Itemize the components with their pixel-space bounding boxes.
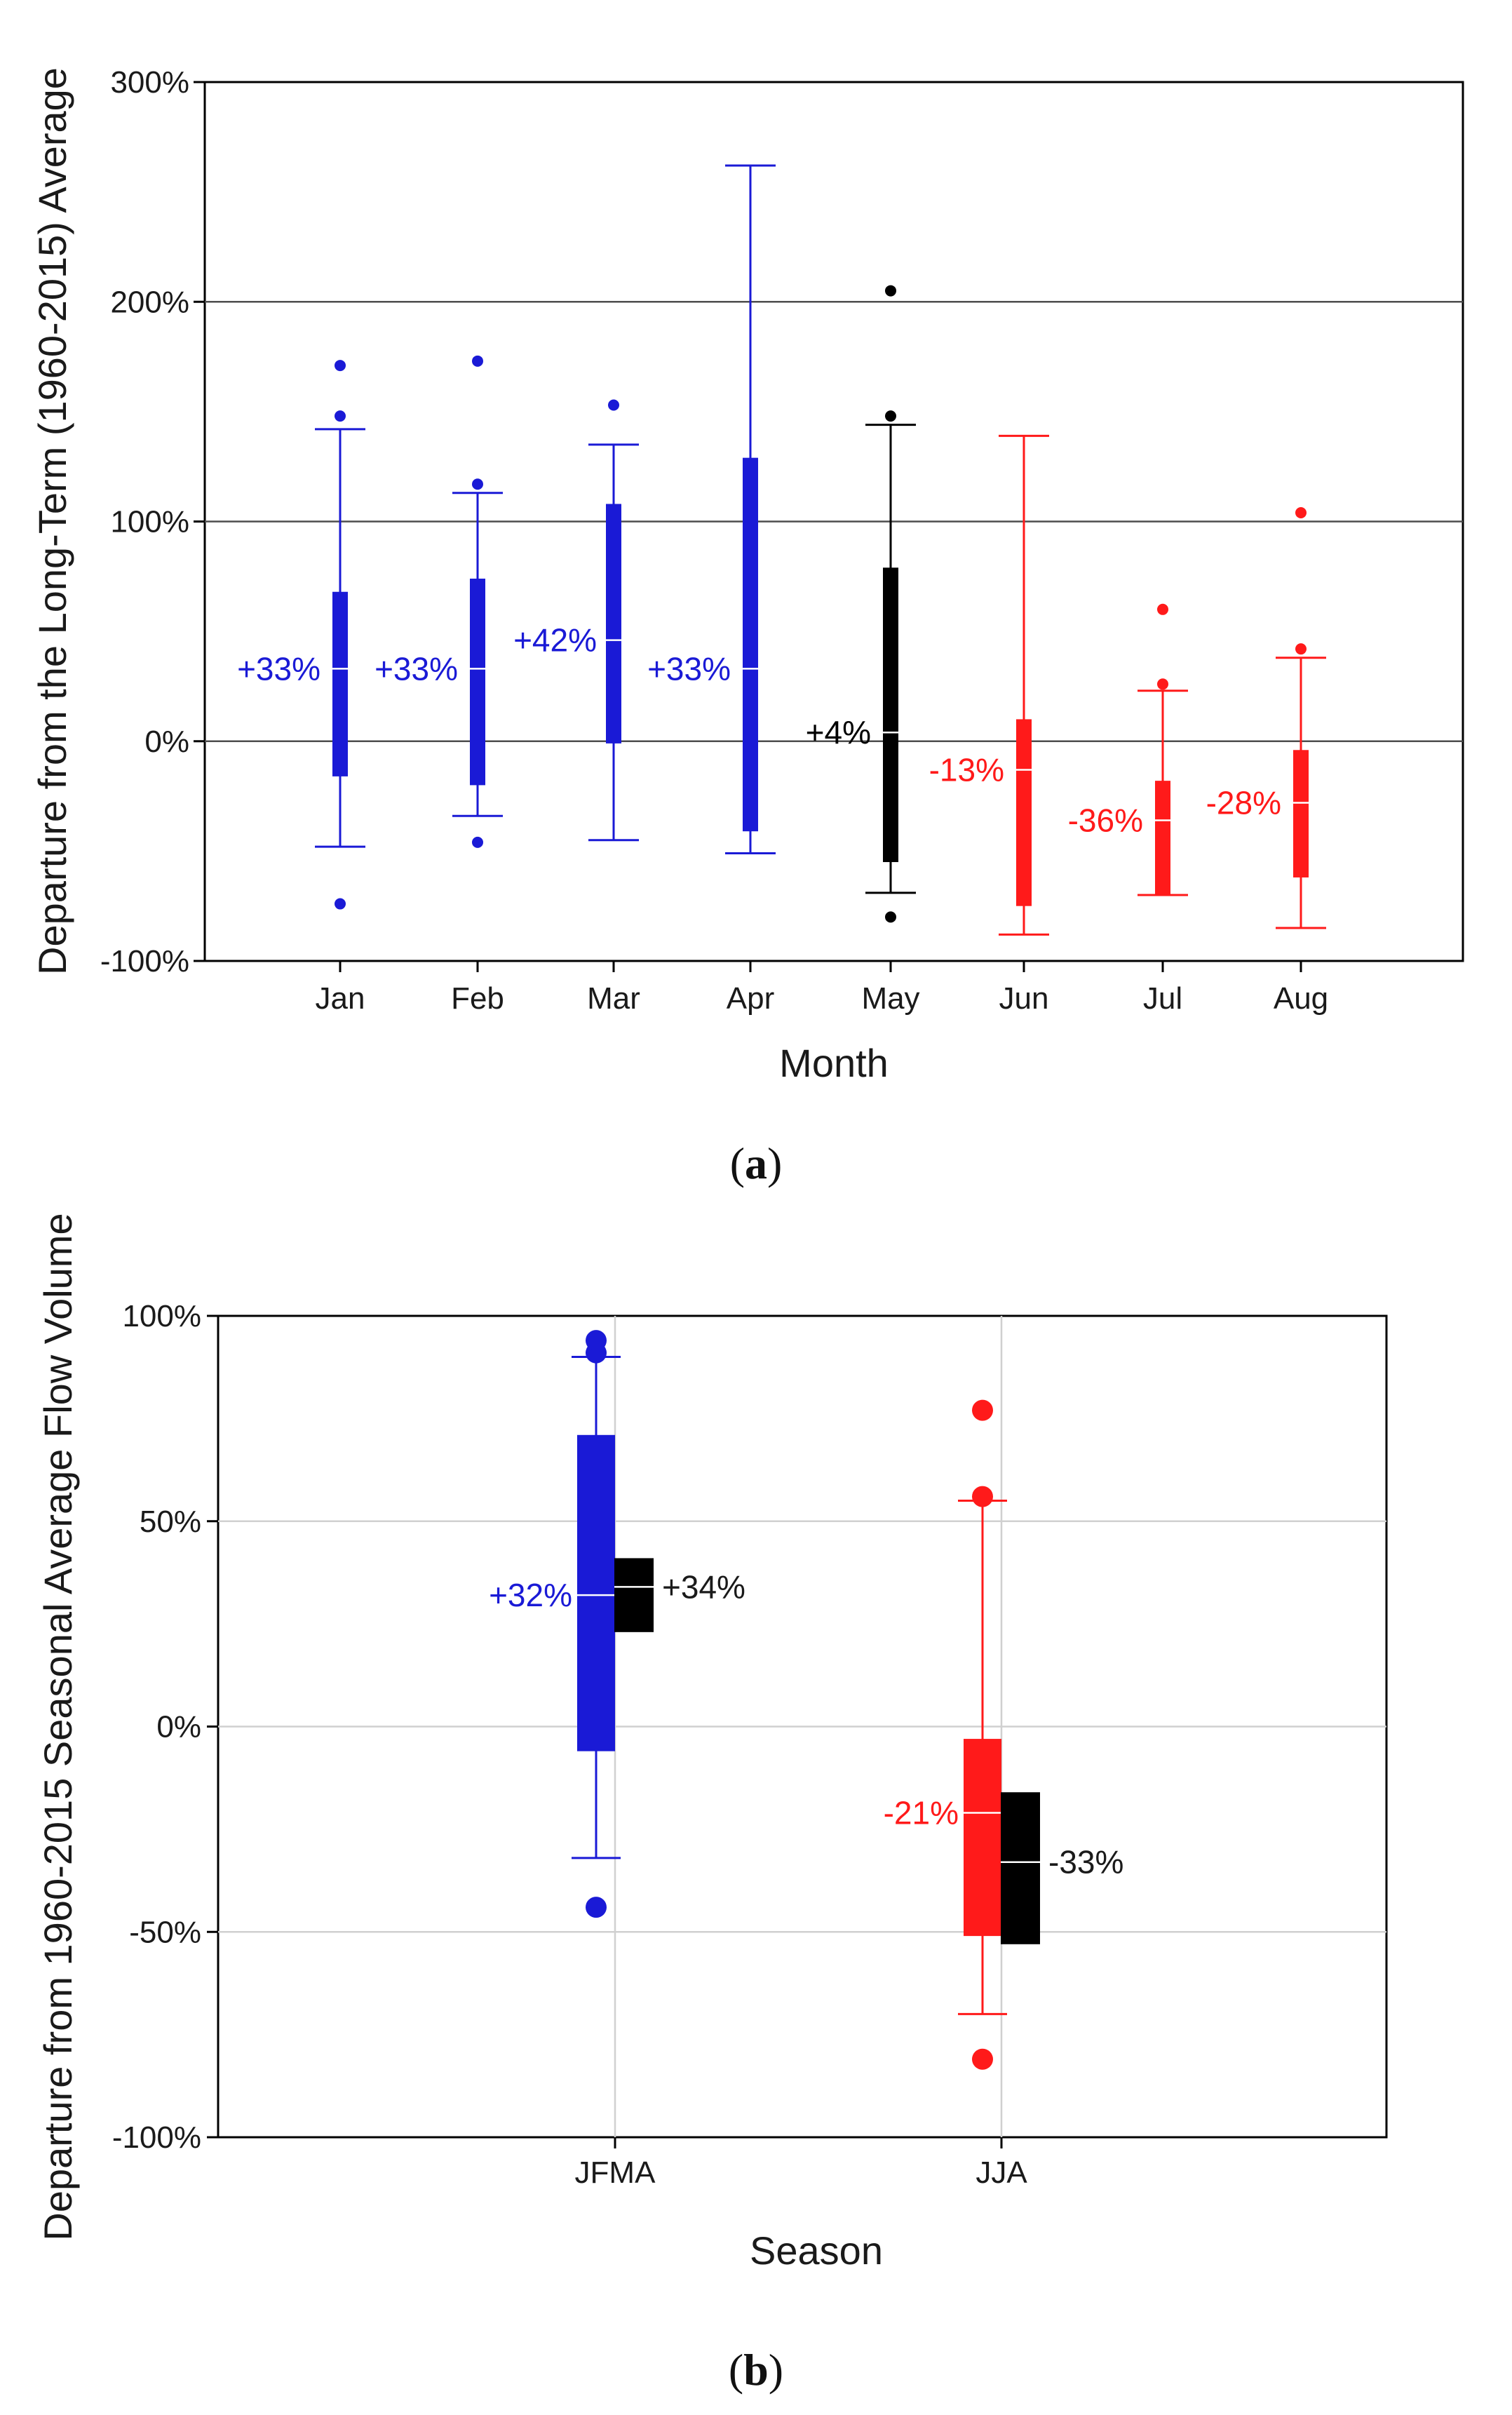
outlier-point-b — [586, 1897, 607, 1918]
outlier-point-a — [335, 410, 346, 422]
box-jun: -13% — [929, 434, 1049, 936]
y-tick-label-b: -50% — [129, 1915, 201, 1949]
outlier-point-a — [608, 399, 619, 411]
narrow-box-jja: -33% — [1001, 1792, 1123, 1944]
y-tick-label-b: 0% — [156, 1710, 201, 1744]
y-tick-label-b: 50% — [140, 1505, 201, 1539]
median-label-b: +32% — [489, 1577, 572, 1613]
y-tick-label-b: -100% — [112, 2120, 201, 2155]
median-label-a: -36% — [1068, 802, 1143, 839]
x-tick-label-b: JJA — [976, 2155, 1027, 2190]
box-jan: +33% — [237, 360, 365, 910]
outlier-point-a — [1295, 506, 1307, 518]
x-tick-label-a: May — [861, 981, 919, 1016]
y-tick-label-b: 100% — [122, 1299, 201, 1333]
x-tick-label-a: Mar — [587, 981, 640, 1016]
median-label-a: -13% — [929, 751, 1004, 788]
box-rect-b — [577, 1434, 615, 1751]
box-jja: -21% — [884, 1399, 1007, 2070]
x-tick-label-a: Feb — [451, 981, 504, 1016]
outlier-point-a — [1157, 678, 1168, 690]
median-label-a: -28% — [1206, 784, 1281, 821]
box-rect-b — [964, 1739, 1001, 1937]
box-apr: +33% — [647, 164, 776, 855]
box-rect-a — [1155, 781, 1170, 896]
y-tick-label-a: 300% — [110, 65, 189, 100]
caption-a-letter: a — [745, 1138, 767, 1188]
y-tick-label-a: 0% — [144, 725, 189, 759]
x-tick-label-a: Apr — [727, 981, 774, 1016]
box-rect-a — [743, 457, 758, 832]
outlier-point-a — [472, 355, 483, 367]
box-rect-a — [606, 504, 621, 744]
narrow-box-jfma: +34% — [614, 1558, 745, 1632]
x-axis-label-b: Season — [750, 2228, 883, 2273]
outlier-point-a — [885, 410, 896, 422]
median-label-a: +33% — [374, 650, 458, 687]
outlier-point-a — [335, 898, 346, 910]
outlier-point-b — [972, 2048, 993, 2070]
outlier-point-b — [586, 1330, 607, 1352]
outlier-point-a — [472, 836, 483, 848]
y-tick-label-a: 200% — [110, 285, 189, 319]
box-feb: +33% — [374, 355, 503, 848]
box-rect-a — [1293, 750, 1309, 877]
outlier-point-a — [335, 360, 346, 372]
narrow-median-label-b: +34% — [662, 1568, 745, 1605]
x-tick-label-a: Aug — [1274, 981, 1328, 1016]
box-may: +4% — [806, 285, 916, 923]
outlier-point-b — [972, 1399, 993, 1421]
narrow-box-rect-b — [614, 1558, 654, 1632]
box-rect-a — [1016, 719, 1032, 906]
y-axis-label-b: Departure from 1960-2015 Seasonal Averag… — [36, 1213, 80, 2240]
outlier-point-a — [1157, 603, 1168, 615]
caption-a-open: ( — [730, 1138, 745, 1188]
x-axis-label-a: Month — [779, 1041, 889, 1085]
box-aug: -28% — [1206, 506, 1326, 929]
x-tick-label-a: Jun — [999, 981, 1049, 1016]
box-mar: +42% — [513, 399, 639, 842]
narrow-median-label-b: -33% — [1048, 1844, 1123, 1881]
chart-b: Season Departure from 1960-2015 Seasonal… — [36, 1213, 1388, 2273]
caption-a: (a) — [730, 1138, 783, 1188]
x-tick-label-a: Jan — [316, 981, 365, 1016]
outlier-point-b — [972, 1486, 993, 1507]
outlier-point-a — [1295, 643, 1307, 655]
outlier-point-a — [885, 911, 896, 923]
caption-a-close: ) — [767, 1138, 782, 1188]
outlier-point-a — [885, 285, 896, 297]
box-rect-a — [883, 567, 898, 863]
narrow-box-rect-b — [1001, 1792, 1040, 1944]
y-axis-label-a: Departure from the Long-Term (1960-2015)… — [30, 67, 74, 975]
median-label-a: +42% — [513, 622, 597, 659]
median-label-b: -21% — [884, 1794, 959, 1831]
chart-a: Month Departure from the Long-Term (1960… — [30, 65, 1464, 1085]
box-jfma: +32% — [489, 1330, 621, 1918]
y-tick-label-a: -100% — [100, 944, 189, 978]
caption-b-letter: b — [743, 2345, 769, 2395]
box-rect-a — [470, 578, 485, 786]
box-rect-a — [332, 591, 348, 776]
caption-b-close: ) — [769, 2345, 783, 2395]
caption-b-open: ( — [729, 2345, 743, 2395]
y-tick-label-a: 100% — [110, 505, 189, 539]
x-tick-label-a: Jul — [1143, 981, 1182, 1016]
outlier-point-a — [472, 478, 483, 490]
median-label-a: +33% — [237, 650, 320, 687]
caption-b: (b) — [729, 2345, 783, 2395]
box-jul: -36% — [1068, 603, 1188, 896]
x-tick-label-b: JFMA — [575, 2155, 656, 2190]
median-label-a: +4% — [806, 714, 871, 751]
median-label-a: +33% — [647, 650, 731, 687]
